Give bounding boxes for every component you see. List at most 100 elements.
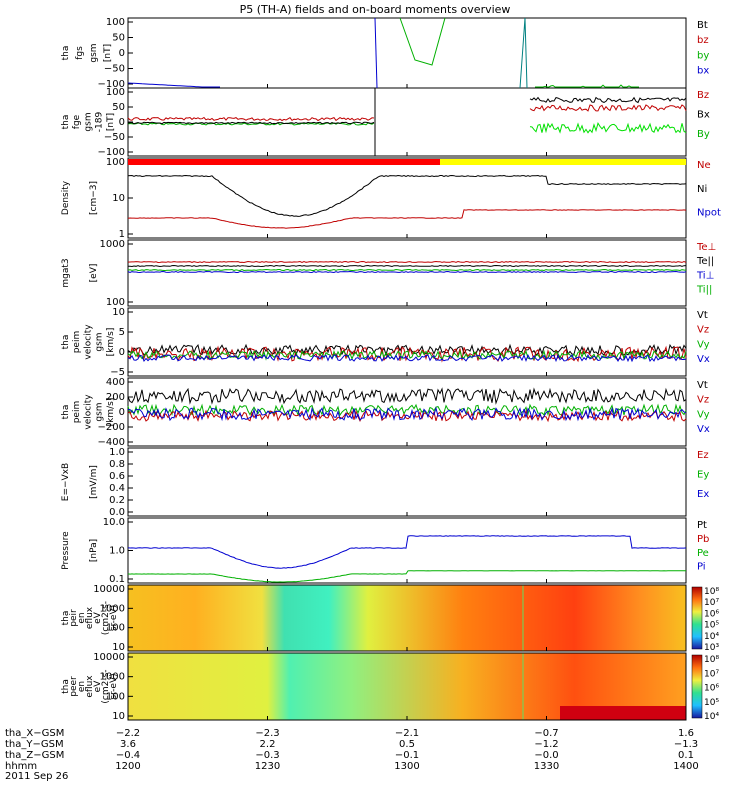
trace-Vz [127,409,687,423]
y-tick-label: 10 [112,711,125,722]
footer-value: 1200 [115,761,140,772]
panel-ylabel: Pressure [61,531,71,570]
panel-frame [127,239,687,307]
panel-ylabel: eV [93,680,103,693]
trace-by [535,84,639,88]
panel-ylabel: tha [61,611,71,626]
legend-entry: By [697,129,710,140]
legend-entry: Ey [697,470,709,481]
panel-ylabel: (cm2-s- [101,601,111,635]
trace-bx [374,17,378,89]
panel-frame [127,157,687,239]
legend-entry: Vt [697,310,708,321]
colorbar-tick-label: 10⁴ [704,632,719,642]
trace-Ni [127,174,687,217]
y-tick-label: 5 [119,327,125,338]
legend-entry: Vt [697,380,708,391]
y-tick-label: −100 [98,147,125,158]
region-bar-red [128,159,440,165]
trace-Bz [529,104,687,112]
y-tick-label: 1 [119,229,125,240]
trace-bx [127,82,220,88]
y-tick-label: 10 [112,307,125,318]
y-tick-label: 100 [106,623,125,634]
y-tick-label: −100 [98,79,125,90]
colorbar-tick-label: 10⁵ [704,698,719,708]
panel-frame [127,307,687,377]
y-tick-label: −5 [110,367,125,378]
panel-ylabel: fgs [75,46,85,60]
y-tick-label: 0.8 [109,459,125,470]
footer-value: 0.5 [399,739,415,750]
y-tick-label: 100 [106,87,125,98]
panel-ylabel: tha [61,115,71,130]
legend-entry: Pt [697,520,707,531]
y-tick-label: 50 [112,102,125,113]
y-tick-label: 0.0 [109,507,125,518]
panel-ylabel: sr-eV) [109,673,119,699]
panel-frame [127,377,687,447]
trace-b [519,17,528,89]
y-tick-label: 200 [106,392,125,403]
legend-entry: bz [697,35,709,46]
legend-entry: Ez [697,450,709,461]
colorbar-tick-label: 10⁸ [704,587,719,597]
footer-value: −2.2 [116,728,140,739]
colorbar-tick-label: 10⁶ [704,609,719,619]
footer-value: 0.1 [678,750,694,761]
trace-Vy [127,403,687,417]
panel-frame [127,447,687,517]
footer-row-label: tha_Z−GSM [5,750,64,761]
legend-entry: Pi [697,562,706,573]
y-tick-label: 1000 [100,239,125,250]
colorbar-tick-label: 10⁷ [704,598,719,608]
y-tick-label: 10000 [93,652,125,663]
footer-value: −0.1 [395,750,419,761]
footer-value: 1400 [673,761,698,772]
chart-title: P5 (TH-A) fields and on-board moments ov… [240,3,511,16]
footer-value: −2.1 [395,728,419,739]
footer-value: −0.7 [534,728,558,739]
trace-Ti-par [127,268,687,272]
panel-ylabel: [eV] [89,264,99,283]
footer-value: −0.4 [116,750,140,761]
trace-Vx [127,406,687,422]
panel-ylabel: [km/s] [106,328,116,357]
legend-entry: Vy [697,339,710,350]
trace-Bz [127,116,375,122]
y-tick-label: 0.4 [109,483,125,494]
panel-ylabel: en [77,612,87,623]
y-tick-label: 100 [106,17,125,28]
panel-ylabel: en [77,681,87,692]
region-bar-yellow [440,159,686,165]
spectrogram-red-band [560,706,686,720]
panel-ylabel: [mV/m] [89,465,99,499]
trace-by [399,17,446,66]
legend-entry: Vy [697,409,710,420]
y-tick-label: 50 [112,33,125,44]
panel-ylabel: [nT] [103,44,113,62]
panel-ylabel: gsm [95,402,105,421]
trace-Vt [127,343,687,357]
panel-ylabel: gsm [95,332,105,351]
y-tick-label: −50 [104,132,125,143]
footer-row-label: hhmm [5,761,37,772]
colorbar-tick-label: 10⁸ [704,655,719,665]
panel-frame [127,87,687,157]
panel-ylabel: [km/s] [106,398,116,427]
colorbar-tick-label: 10⁵ [704,621,719,631]
legend-entry: Te|| [696,256,714,267]
y-tick-label: 10 [112,642,125,653]
trace-Pe [127,570,687,583]
panel-ylabel: fge [72,114,82,129]
y-tick-label: 10000 [93,584,125,595]
legend-entry: by [697,50,709,61]
trace-Vx [127,353,687,363]
y-tick-label: 10 [112,193,125,204]
panel-ylabel: (cm2-s- [101,669,111,703]
panel-ylabel: Density [61,180,71,215]
colorbar-tick-label: 10⁴ [704,712,719,722]
y-tick-label: 400 [106,377,125,388]
trace-Vt [127,387,687,405]
